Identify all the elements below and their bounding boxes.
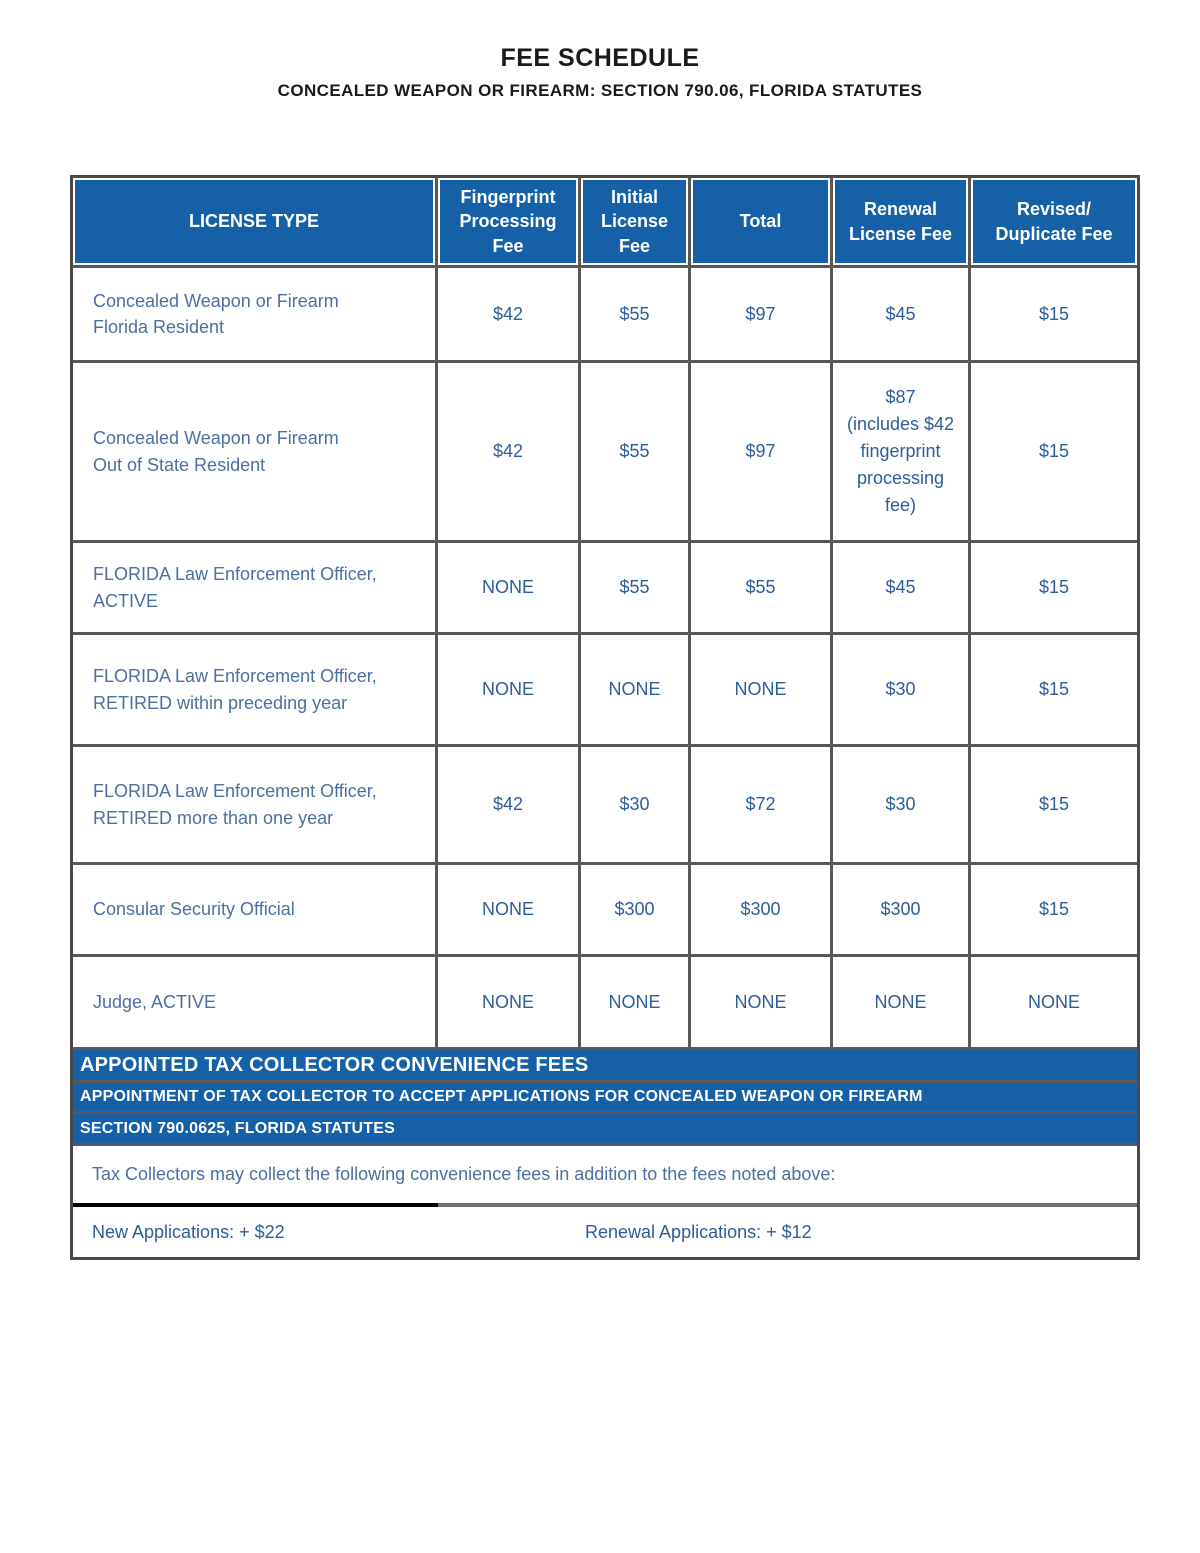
fee-cell: NONE [971,957,1137,1050]
column-header-renewal-license-fee: Renewal License Fee [833,178,971,268]
fee-cell: NONE [438,635,581,747]
fee-cell: NONE [691,957,833,1050]
column-header-fingerprint-processing-fee: Fingerprint Processing Fee [438,178,581,268]
page-subtitle: CONCEALED WEAPON OR FIREARM: SECTION 790… [277,81,923,100]
fee-cell: $55 [691,543,833,635]
license-type-cell: FLORIDA Law Enforcement Officer, ACTIVE [73,543,438,635]
fee-cell: $30 [581,747,691,865]
fee-cell: $15 [971,363,1137,543]
fee-cell: NONE [438,543,581,635]
fee-cell: $15 [971,865,1137,957]
banner-appointed-tax-collector-convenience-fees: APPOINTED TAX COLLECTOR CONVENIENCE FEES [73,1050,1137,1083]
fee-cell: $42 [438,363,581,543]
fee-cell: $15 [971,543,1137,635]
new-applications-fee: New Applications: + $22 [92,1221,285,1242]
fee-cell: $300 [691,865,833,957]
tax-collector-note: Tax Collectors may collect the following… [73,1143,1137,1203]
fee-cell: $300 [581,865,691,957]
banner-appointment-of-tax-collector: APPOINTMENT OF TAX COLLECTOR TO ACCEPT A… [73,1083,1137,1114]
fee-cell: $87 (includes $42 fingerprint processing… [833,363,971,543]
fee-cell: $42 [438,747,581,865]
fee-cell: $30 [833,747,971,865]
license-type-cell: Concealed Weapon or Firearm Out of State… [73,363,438,543]
application-fees-row: New Applications: + $22 Renewal Applicat… [73,1207,1137,1257]
fee-cell: $45 [833,268,971,363]
split-divider [73,1203,1137,1207]
fee-cell: $15 [971,747,1137,865]
fee-cell: $55 [581,543,691,635]
fee-cell: $72 [691,747,833,865]
fee-cell: NONE [833,957,971,1050]
fee-cell: $97 [691,268,833,363]
divider-black-segment [73,1203,438,1207]
license-type-cell: FLORIDA Law Enforcement Officer, RETIRED… [73,635,438,747]
fee-schedule-table: LICENSE TYPE Fingerprint Processing Fee … [70,175,1140,1260]
fee-cell: $30 [833,635,971,747]
page-title: FEE SCHEDULE [500,44,700,72]
divider-gray-segment [438,1203,1137,1207]
fee-cell: $15 [971,268,1137,363]
fee-cell: $42 [438,268,581,363]
column-header-license-type: LICENSE TYPE [73,178,438,268]
fee-cell: NONE [581,635,691,747]
column-header-initial-license-fee: Initial License Fee [581,178,691,268]
fee-cell: $55 [581,363,691,543]
license-type-cell: Consular Security Official [73,865,438,957]
license-type-cell: Judge, ACTIVE [73,957,438,1050]
fee-cell: NONE [581,957,691,1050]
license-type-cell: Concealed Weapon or Firearm Florida Resi… [73,268,438,363]
renewal-applications-fee: Renewal Applications: + $12 [585,1221,812,1242]
column-header-revised-duplicate-fee: Revised/ Duplicate Fee [971,178,1137,268]
fee-cell: $97 [691,363,833,543]
fee-cell: NONE [691,635,833,747]
fee-cell: $45 [833,543,971,635]
fee-cell: NONE [438,865,581,957]
column-header-total: Total [691,178,833,268]
title-block: FEE SCHEDULE CONCEALED WEAPON OR FIREARM… [0,44,1200,101]
fee-cell: NONE [438,957,581,1050]
fee-cell: $15 [971,635,1137,747]
fee-cell: $300 [833,865,971,957]
fee-cell: $55 [581,268,691,363]
license-type-cell: FLORIDA Law Enforcement Officer, RETIRED… [73,747,438,865]
banner-section-statutes: SECTION 790.0625, FLORIDA STATUTES [73,1114,1137,1143]
fee-grid: LICENSE TYPE Fingerprint Processing Fee … [73,178,1137,1050]
